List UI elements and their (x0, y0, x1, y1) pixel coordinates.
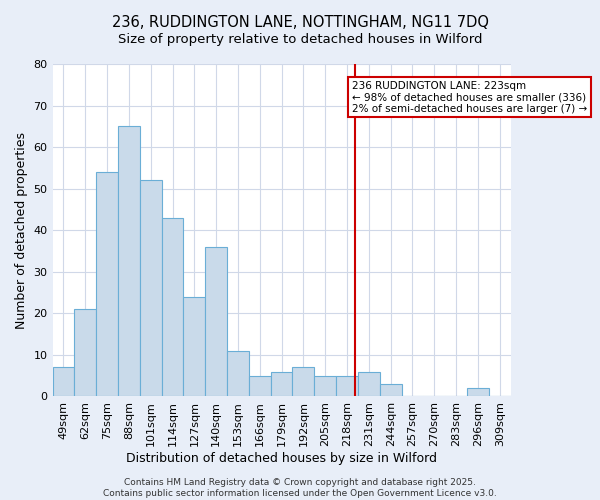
Bar (358, 372, 380, 396)
Bar (74, 309, 96, 396)
Bar (205, 247, 227, 396)
Bar (314, 376, 336, 396)
Bar (161, 218, 184, 396)
Text: Size of property relative to detached houses in Wilford: Size of property relative to detached ho… (118, 32, 482, 46)
Bar (184, 296, 205, 396)
Text: 236 RUDDINGTON LANE: 223sqm
← 98% of detached houses are smaller (336)
2% of sem: 236 RUDDINGTON LANE: 223sqm ← 98% of det… (352, 80, 587, 114)
Bar (53, 368, 74, 396)
Text: Contains HM Land Registry data © Crown copyright and database right 2025.
Contai: Contains HM Land Registry data © Crown c… (103, 478, 497, 498)
Bar (96, 172, 118, 396)
Bar (118, 126, 140, 396)
Bar (467, 388, 489, 396)
Bar (227, 350, 249, 397)
Bar (336, 376, 358, 396)
Bar (249, 376, 271, 396)
Bar (380, 384, 401, 396)
X-axis label: Distribution of detached houses by size in Wilford: Distribution of detached houses by size … (126, 452, 437, 465)
Y-axis label: Number of detached properties: Number of detached properties (15, 132, 28, 328)
Bar (271, 372, 292, 396)
Bar (140, 180, 161, 396)
Bar (292, 368, 314, 396)
Text: 236, RUDDINGTON LANE, NOTTINGHAM, NG11 7DQ: 236, RUDDINGTON LANE, NOTTINGHAM, NG11 7… (112, 15, 488, 30)
